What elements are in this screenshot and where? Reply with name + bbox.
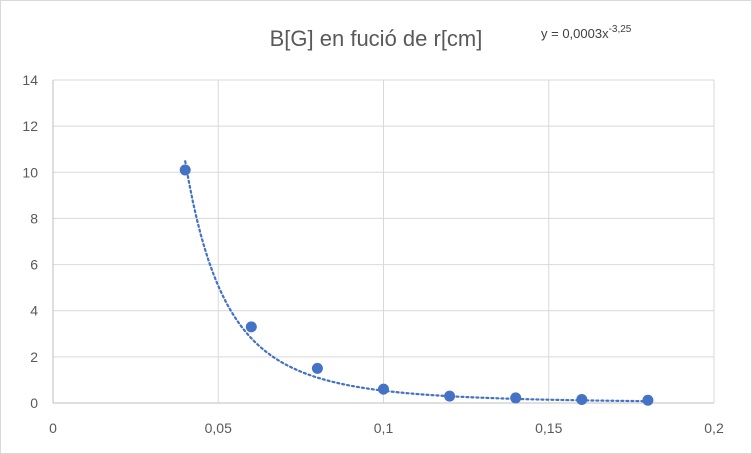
y-tick-label: 6 (30, 257, 38, 273)
y-tick-label: 12 (22, 118, 38, 134)
x-tick-label: 0,15 (535, 420, 562, 436)
gridlines (53, 79, 715, 403)
tick-labels: 0 2 4 6 8 10 12 14 0 0,05 0,1 0,15 0,2 (22, 72, 724, 436)
data-point (444, 390, 456, 402)
data-point (642, 394, 654, 406)
x-tick-label: 0,1 (374, 420, 394, 436)
y-tick-label: 0 (30, 395, 38, 411)
chart-title: B[G] en fució de r[cm] (270, 26, 483, 51)
data-point (510, 392, 522, 404)
data-points (179, 164, 654, 406)
trendline-equation-exponent: -3,25 (609, 24, 632, 35)
trendline-equation-base: y = 0,0003x (541, 26, 609, 41)
trendline-equation: y = 0,0003x-3,25 (541, 24, 632, 41)
x-tick-label: 0,2 (704, 420, 724, 436)
data-point (311, 362, 323, 374)
trendline-layer (184, 160, 649, 403)
data-point (179, 164, 191, 176)
y-tick-label: 8 (30, 210, 38, 226)
y-tick-label: 4 (30, 303, 38, 319)
x-tick-label: 0 (49, 420, 57, 436)
power-trendline (184, 160, 649, 403)
y-tick-label: 10 (22, 164, 38, 180)
y-tick-label: 14 (22, 72, 38, 88)
data-point (378, 383, 389, 395)
x-tick-label: 0,05 (205, 420, 232, 436)
data-point (245, 321, 257, 333)
data-point (576, 394, 588, 406)
y-tick-label: 2 (30, 349, 38, 365)
axes (52, 80, 714, 404)
